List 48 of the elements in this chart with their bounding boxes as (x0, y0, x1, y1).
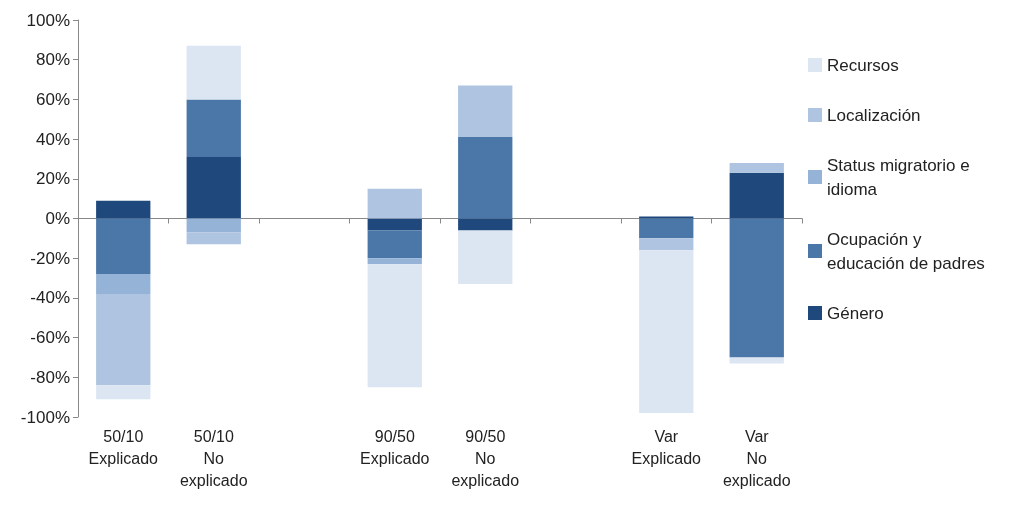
legend-label: Ocupación y educación de padres (827, 229, 985, 273)
bar (367, 230, 422, 259)
bar (639, 238, 694, 251)
bar (639, 218, 694, 239)
bar (458, 230, 513, 285)
bar (729, 162, 784, 173)
y-tick-label: -80% (30, 367, 70, 387)
x-tick-label: Var Explicado (631, 427, 702, 467)
bar (96, 293, 151, 386)
legend-label: Recursos (827, 55, 899, 75)
y-tick-label: -60% (30, 328, 70, 348)
x-tick-label: Var No explicado (722, 427, 791, 489)
bar (729, 172, 784, 219)
bar (186, 99, 241, 157)
x-tick-label: 50/10 Explicado (88, 427, 159, 467)
bar (367, 264, 422, 388)
legend-label: Status migratorio e idioma (827, 155, 975, 199)
bar (458, 137, 513, 219)
legend-label: Localización (827, 105, 921, 125)
y-tick-label: 0% (45, 209, 70, 228)
bar (96, 218, 151, 275)
bar (729, 218, 784, 358)
y-tick-label: -20% (30, 248, 70, 268)
bar (729, 357, 784, 364)
bar (186, 45, 241, 100)
y-tick-label: 40% (35, 129, 70, 149)
bar (96, 200, 151, 219)
bar (96, 274, 151, 294)
y-tick-label: -100% (20, 407, 70, 427)
bar (96, 385, 151, 400)
bar (367, 188, 422, 219)
bar (367, 258, 422, 265)
y-tick-label: 20% (35, 169, 70, 189)
y-tick-label: -40% (30, 288, 70, 308)
x-tick-label: 90/50 No explicado (451, 427, 520, 489)
y-tick-label: 80% (35, 50, 70, 70)
x-tick-label: 50/10 No explicado (179, 427, 248, 489)
bar (458, 85, 513, 138)
bar (367, 218, 422, 231)
x-tick-label: 90/50 Explicado (360, 427, 430, 467)
bar (186, 218, 241, 233)
legend-label: Género (827, 303, 884, 323)
bar (639, 250, 694, 414)
bar (186, 156, 241, 219)
bar (186, 232, 241, 245)
y-tick-label: 100% (26, 10, 70, 30)
y-tick-label: 60% (35, 89, 70, 109)
bar (458, 218, 513, 231)
